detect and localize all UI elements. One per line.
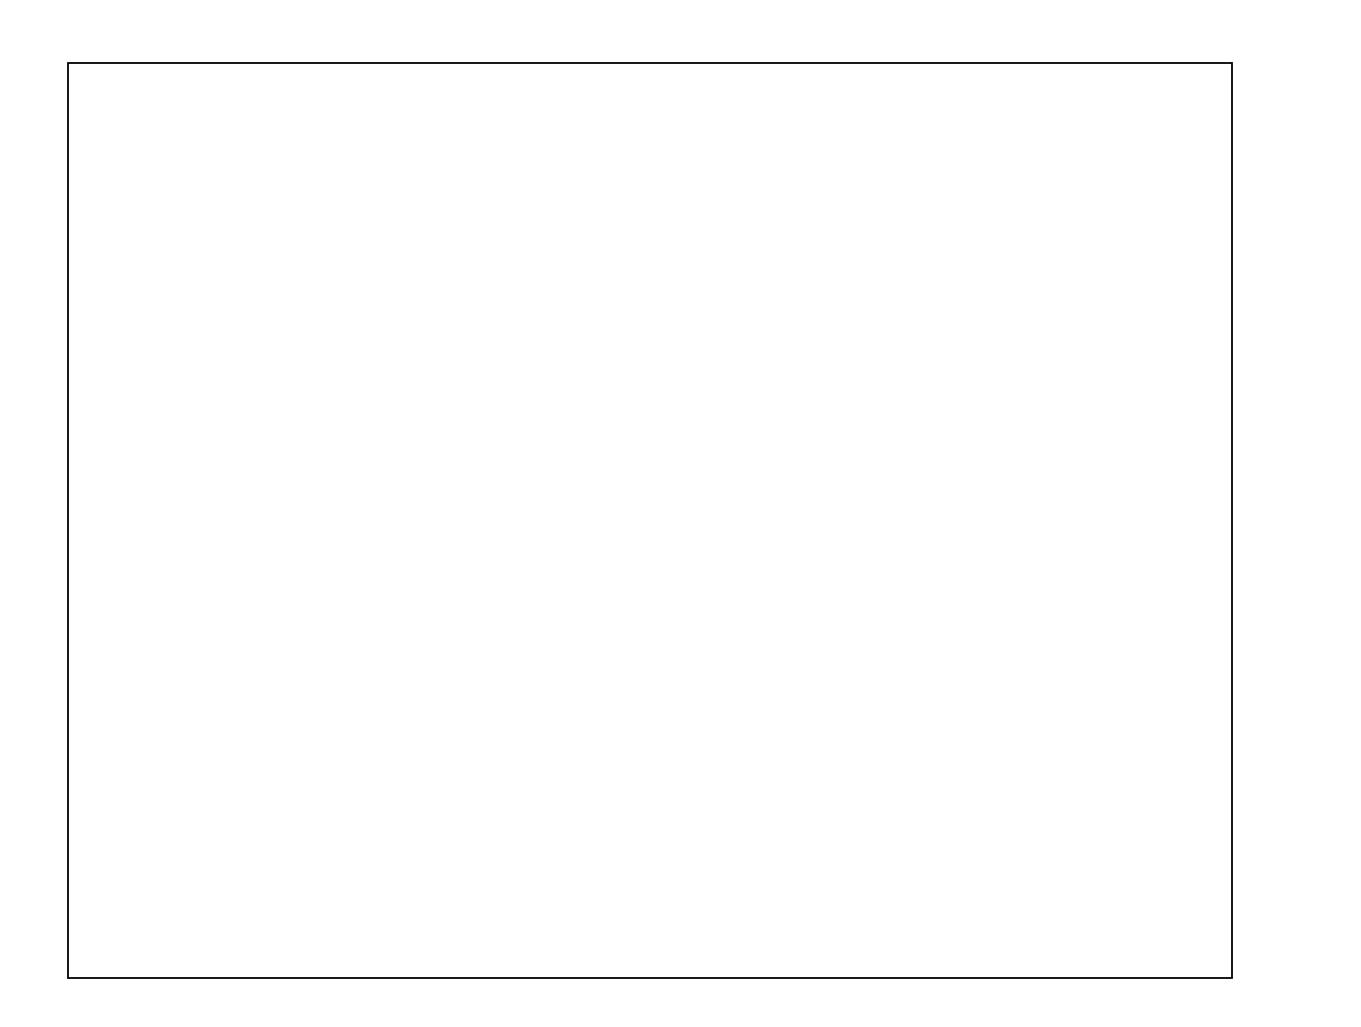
plot-border <box>67 62 1233 979</box>
colorbar-unit-label <box>1278 514 1361 536</box>
